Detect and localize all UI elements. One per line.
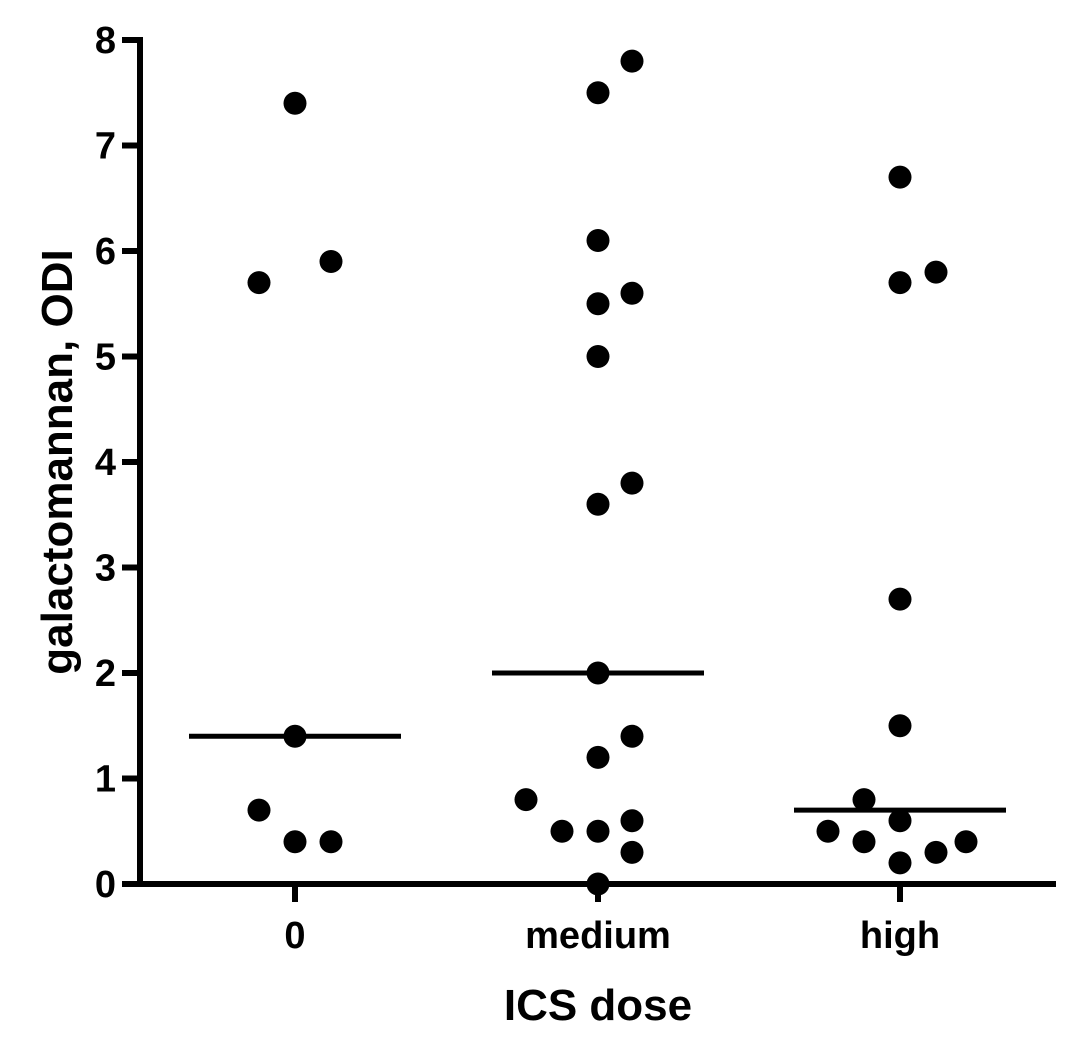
- data-point: [888, 165, 912, 189]
- data-point: [586, 661, 610, 685]
- data-point: [620, 840, 644, 864]
- data-point: [954, 830, 978, 854]
- data-point: [620, 471, 644, 495]
- data-point: [888, 271, 912, 295]
- data-point: [620, 724, 644, 748]
- x-tick-label: high: [860, 915, 940, 957]
- data-point: [586, 872, 610, 896]
- data-point: [247, 271, 271, 295]
- data-point: [586, 492, 610, 516]
- y-tick-label: 2: [95, 653, 116, 695]
- median-lines: [189, 670, 1006, 813]
- data-point: [888, 809, 912, 833]
- data-point: [816, 819, 840, 843]
- data-point: [586, 81, 610, 105]
- data-point: [888, 714, 912, 738]
- data-point: [852, 830, 876, 854]
- data-point: [586, 345, 610, 368]
- x-tick-label: medium: [525, 915, 671, 957]
- y-tick-label: 5: [95, 337, 116, 379]
- y-axis-title: galactomannan, ODI: [33, 249, 82, 674]
- data-point: [620, 809, 644, 833]
- y-tick-label: 7: [95, 126, 116, 168]
- y-tick-label: 4: [95, 442, 116, 484]
- data-point: [620, 281, 644, 305]
- data-point: [319, 250, 343, 274]
- x-tick-label: 0: [284, 915, 305, 957]
- data-point: [586, 228, 610, 252]
- data-point: [586, 745, 610, 769]
- data-point: [586, 819, 610, 843]
- x-axis-title: ICS dose: [504, 981, 692, 1030]
- y-tick-label: 8: [95, 20, 116, 62]
- data-point: [319, 830, 343, 854]
- data-point: [888, 587, 912, 611]
- data-point: [283, 724, 307, 748]
- data-point: [620, 49, 644, 73]
- y-tick-label: 6: [95, 231, 116, 273]
- data-point: [514, 788, 538, 812]
- y-tick-label: 3: [95, 548, 116, 590]
- y-tick-label: 1: [95, 759, 116, 801]
- data-point: [888, 851, 912, 875]
- data-point: [247, 798, 271, 822]
- data-point: [852, 788, 876, 812]
- y-axis: 0 1 2 3 4 5 6 7 8: [95, 20, 143, 906]
- data-point: [283, 830, 307, 854]
- data-point: [550, 819, 574, 843]
- y-tick-label: 0: [95, 864, 116, 906]
- data-point: [924, 260, 948, 284]
- data-points: [247, 49, 978, 896]
- data-point: [924, 840, 948, 864]
- data-point: [283, 91, 307, 115]
- data-point: [586, 292, 610, 316]
